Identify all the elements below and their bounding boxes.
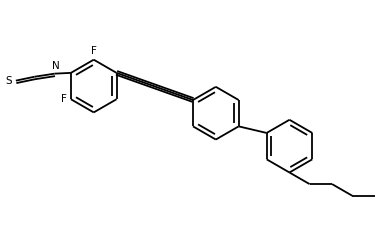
Text: F: F [91,46,96,56]
Text: N: N [52,60,60,70]
Text: S: S [5,76,12,86]
Text: F: F [61,94,67,104]
